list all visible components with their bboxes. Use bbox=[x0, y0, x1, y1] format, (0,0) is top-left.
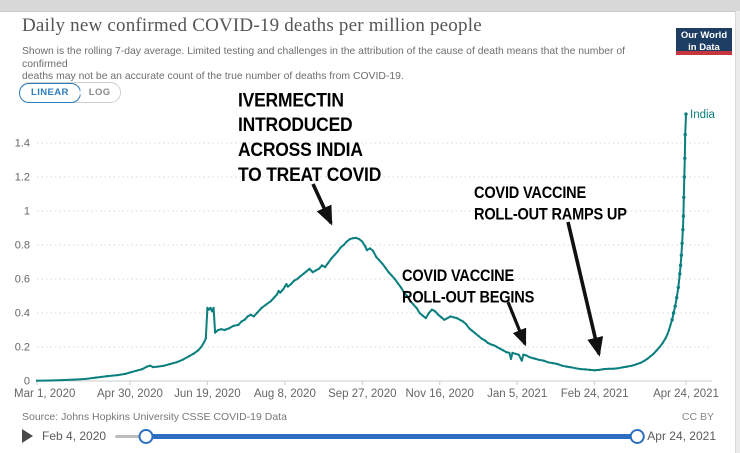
svg-text:Nov 16, 2020: Nov 16, 2020 bbox=[406, 388, 474, 400]
annotation-arrows bbox=[311, 183, 604, 357]
license-link[interactable]: CC BY bbox=[681, 411, 714, 423]
svg-text:India: India bbox=[690, 109, 716, 121]
window-top-strip bbox=[0, 0, 740, 12]
timeline-handle-start[interactable] bbox=[138, 429, 154, 444]
annotation-text-line: COVID VACCINE bbox=[402, 267, 515, 286]
chart-subtitle: Shown is the rolling 7-day average. Limi… bbox=[22, 46, 662, 84]
chart-generated-layer: 0 0.2 0.4 0.6 0.8 1 1.2 1.4 Mar 1, 2020 Apr 30, 2… bbox=[14, 109, 719, 400]
play-button[interactable] bbox=[22, 429, 33, 443]
annotation-vaccine-rampsup: COVID VACCINE ROLL-OUT RAMPS UP bbox=[474, 183, 627, 226]
timeline-track-active bbox=[146, 434, 639, 439]
svg-text:0.2: 0.2 bbox=[15, 342, 30, 354]
annotation-text-line: COVID VACCINE bbox=[474, 184, 587, 203]
owid-logo-line-2: in Data bbox=[688, 41, 720, 53]
svg-text:1.4: 1.4 bbox=[15, 138, 30, 150]
annotation-vaccine-begins: COVID VACCINE ROLL-OUT BEGINS bbox=[402, 266, 534, 309]
svg-text:Apr 24, 2021: Apr 24, 2021 bbox=[653, 388, 719, 400]
svg-text:0: 0 bbox=[24, 376, 30, 388]
svg-text:0.6: 0.6 bbox=[15, 274, 30, 286]
source-text: Source: Johns Hopkins University CSSE CO… bbox=[22, 411, 287, 423]
rollout-rampsup-arrow bbox=[566, 221, 604, 357]
svg-text:Aug 8, 2020: Aug 8, 2020 bbox=[254, 388, 316, 400]
svg-text:Sep 27, 2020: Sep 27, 2020 bbox=[328, 388, 396, 400]
timeline-end-date: Apr 24, 2021 bbox=[647, 429, 716, 443]
annotation-text-line: ROLL-OUT BEGINS bbox=[402, 288, 535, 308]
timeline-start-date: Feb 4, 2020 bbox=[42, 429, 107, 443]
svg-text:Feb 24, 2021: Feb 24, 2021 bbox=[561, 388, 629, 400]
timeline-slider-track[interactable] bbox=[115, 428, 646, 444]
linear-scale-button[interactable]: LINEAR bbox=[19, 82, 81, 103]
rollout-begins-arrow bbox=[506, 301, 527, 347]
timeline-control: Feb 4, 2020 Apr 24, 2021 bbox=[22, 426, 716, 446]
subtitle-line-1: Shown is the rolling 7-day average. Limi… bbox=[22, 46, 626, 70]
subtitle-line-2: deaths may not be an accurate count of t… bbox=[22, 71, 404, 83]
svg-text:Jan 5, 2021: Jan 5, 2021 bbox=[487, 388, 547, 400]
timeline-handle-end[interactable] bbox=[630, 429, 646, 444]
page-title: Daily new confirmed COVID-19 deaths per … bbox=[22, 15, 482, 36]
panel-right-edge bbox=[735, 11, 740, 453]
svg-text:Mar 1, 2020: Mar 1, 2020 bbox=[14, 388, 75, 400]
svg-text:0.8: 0.8 bbox=[15, 240, 30, 252]
svg-text:0.4: 0.4 bbox=[15, 308, 30, 320]
timeline-track-inactive bbox=[115, 435, 147, 438]
chart-plot-area[interactable]: 0 0.2 0.4 0.6 0.8 1 1.2 1.4 Mar 1, 2020 Apr 30, 2… bbox=[0, 100, 740, 405]
ivermectin-arrow bbox=[311, 183, 333, 226]
svg-text:Jun 19, 2020: Jun 19, 2020 bbox=[174, 388, 241, 400]
scale-toggle: LINEAR LOG bbox=[19, 82, 121, 103]
log-scale-button[interactable]: LOG bbox=[79, 85, 120, 100]
annotation-text-line: TO TREAT COVID bbox=[238, 163, 382, 186]
annotation-text-line: ACROSS INDIA bbox=[238, 138, 363, 161]
owid-logo[interactable]: Our World in Data bbox=[676, 28, 732, 55]
svg-text:1: 1 bbox=[24, 206, 30, 218]
annotation-ivermectin: IVERMECTIN INTRODUCED ACROSS INDIA TO TR… bbox=[238, 88, 381, 187]
svg-text:Apr 30, 2020: Apr 30, 2020 bbox=[97, 388, 163, 400]
annotation-text-line: ROLL-OUT RAMPS UP bbox=[474, 205, 627, 225]
svg-text:1.2: 1.2 bbox=[15, 172, 30, 184]
owid-logo-line-1: Our World bbox=[680, 30, 728, 41]
annotation-text-line: INTRODUCED bbox=[238, 113, 353, 136]
annotation-text-line: IVERMECTIN bbox=[238, 89, 344, 111]
